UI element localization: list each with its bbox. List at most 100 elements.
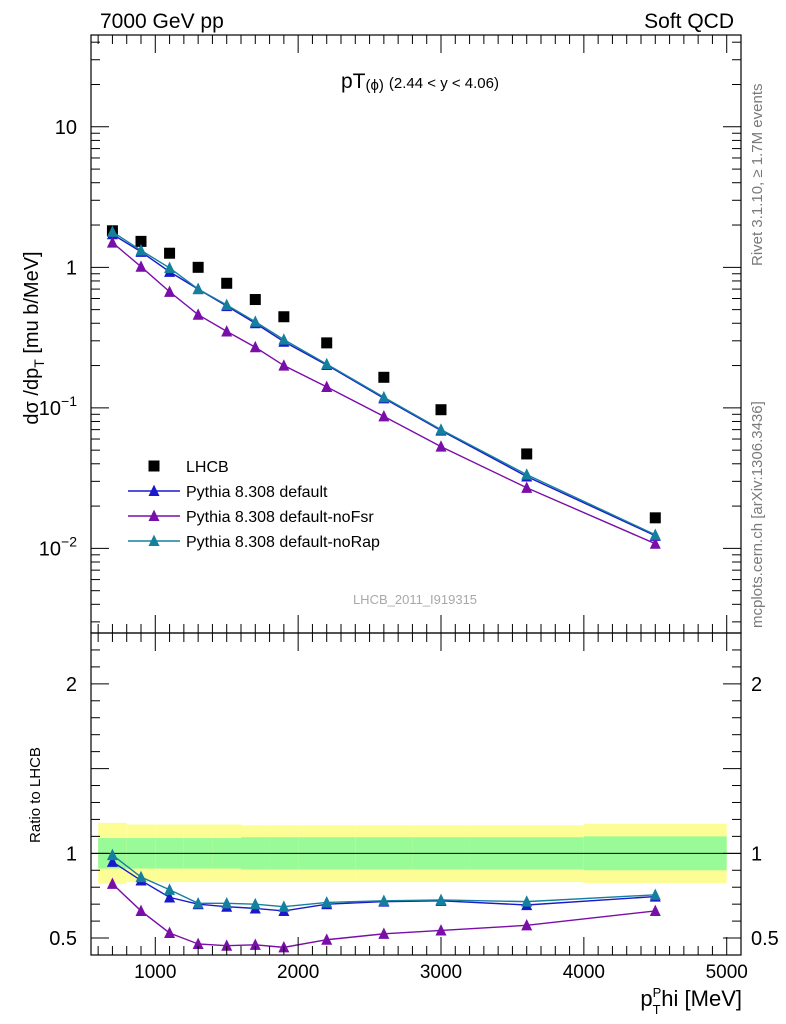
- data-point-mc: [435, 440, 447, 452]
- data-point-lhcb: [249, 294, 261, 306]
- ratio-point: [249, 897, 261, 910]
- data-point-mc: [378, 390, 390, 403]
- x-tick-label: 5000: [706, 962, 748, 983]
- x-tick-label: 4000: [563, 962, 605, 983]
- x-tick-label: 3000: [420, 962, 462, 983]
- data-point-mc: [135, 244, 147, 256]
- ratio-point: [106, 855, 118, 867]
- data-point-mc: [278, 333, 290, 345]
- xlabel-sup: P: [653, 985, 662, 1000]
- axis-ticks: 1000 2000 3000 4000 5000 10−2 10−1 1 10 0.5 0.5 1 1 2…: [39, 35, 779, 983]
- data-point-lhcb: [164, 247, 176, 259]
- data-point-mc: [221, 298, 233, 310]
- legend-marker: [148, 460, 160, 472]
- xlabel-rest: hi [MeV]: [661, 986, 742, 1011]
- main-series-layer: [106, 225, 661, 549]
- data-point-mc: [321, 357, 333, 370]
- ratio-y-tick-label-right: 2: [751, 674, 762, 696]
- ratio-point: [106, 877, 118, 889]
- x-tick-label: 2000: [277, 962, 319, 983]
- data-point-mc: [106, 225, 118, 237]
- data-point-mc: [435, 423, 447, 435]
- ratio-point: [164, 883, 176, 895]
- data-point-mc: [649, 528, 661, 540]
- data-point-mc: [106, 236, 118, 248]
- y-tick-label: 10−2: [39, 533, 77, 560]
- ratio-point: [321, 933, 333, 945]
- data-point-mc: [164, 261, 176, 274]
- ratio-point: [221, 896, 233, 909]
- ratio-y-tick-label-right: 0.5: [751, 928, 779, 950]
- ratio-point: [521, 895, 533, 907]
- y-tick-label: 10: [55, 117, 77, 139]
- data-point-mc: [135, 260, 147, 272]
- legend-label: Pythia 8.308 default-noFsr: [186, 509, 374, 526]
- data-point-lhcb: [135, 235, 147, 247]
- main-series-line: [112, 233, 656, 537]
- data-point-mc: [249, 315, 261, 327]
- analysis-watermark: LHCB_2011_I919315: [353, 592, 477, 607]
- ratio-point: [192, 896, 204, 909]
- panel-frames: [90, 34, 742, 956]
- title-phi: (ϕ): [366, 77, 384, 94]
- ratio-point: [278, 900, 290, 912]
- ratio-point: [321, 896, 333, 908]
- ratio-point: [378, 894, 390, 906]
- data-point-mc: [221, 325, 233, 337]
- data-point-mc: [378, 410, 390, 422]
- ratio-point: [106, 848, 118, 861]
- data-point-lhcb: [435, 404, 447, 416]
- xlabel-sub: T: [653, 1002, 661, 1017]
- y-tick-label: 1: [66, 257, 77, 279]
- ratio-point: [249, 938, 261, 950]
- data-point-mc: [649, 537, 661, 549]
- ratio-point: [135, 870, 147, 883]
- ratio-point: [164, 926, 176, 939]
- data-point-lhcb: [221, 277, 233, 289]
- ratio-point: [192, 937, 204, 950]
- ylabel-text: dσ /dp: [21, 368, 43, 425]
- ylabel-sub: T: [31, 359, 47, 368]
- legend-label: LHCB: [186, 459, 229, 476]
- xlabel-p: p: [640, 986, 652, 1011]
- main-title: pT(ϕ) (2.44 < y < 4.06): [341, 70, 499, 94]
- legend-marker: [148, 509, 160, 522]
- ratio-point: [221, 939, 233, 951]
- x-tick-label: 1000: [134, 962, 176, 983]
- data-point-mc: [164, 285, 176, 297]
- data-point-lhcb: [192, 261, 204, 273]
- data-point-lhcb: [649, 512, 661, 524]
- ratio-y-tick-label-right: 1: [751, 843, 762, 865]
- data-point-lhcb: [278, 311, 290, 323]
- ratio-ylabel: Ratio to LHCB: [27, 747, 44, 843]
- ratio-y-tick-label: 0.5: [49, 928, 77, 950]
- data-point-lhcb: [378, 371, 390, 383]
- y-tick-label: 10−1: [39, 393, 77, 420]
- ratio-point: [435, 924, 447, 936]
- data-point-mc: [192, 282, 204, 295]
- ratio-point: [135, 904, 147, 916]
- ratio-series-layer: [106, 848, 661, 953]
- data-point-mc: [278, 359, 290, 371]
- ratio-point: [378, 927, 390, 939]
- ratio-y-tick-label: 1: [66, 843, 77, 865]
- ratio-point: [521, 919, 533, 931]
- legend-marker: [148, 534, 160, 547]
- ratio-y-tick-label: 2: [66, 674, 77, 696]
- rivet-label: Rivet 3.1.10, ≥ 1.7M events: [749, 84, 766, 267]
- legend-marker: [148, 484, 160, 497]
- title-pt: pT: [341, 70, 366, 93]
- legend: LHCB Pythia 8.308 default Pythia 8.308 def…: [128, 459, 380, 551]
- mcplots-label: mcplots.cern.ch [arXiv:1306.3436]: [749, 401, 766, 628]
- ratio-point: [435, 893, 447, 905]
- data-point-mc: [521, 481, 533, 493]
- legend-label: Pythia 8.308 default-noRap: [186, 534, 380, 551]
- main-series-line: [111, 242, 656, 545]
- header-left: 7000 GeV pp: [100, 10, 224, 33]
- ylabel-unit: [mu b/MeV]: [21, 251, 43, 359]
- main-ylabel: dσ /dpT [mu b/MeV]: [21, 251, 47, 424]
- ratio-point: [164, 891, 176, 903]
- ratio-panel-frame: [90, 632, 742, 956]
- data-point-lhcb: [521, 448, 533, 460]
